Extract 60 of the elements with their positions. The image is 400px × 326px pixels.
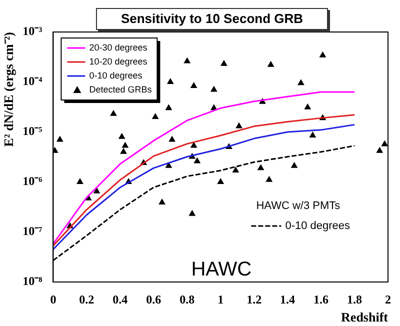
point <box>122 142 129 148</box>
point <box>217 178 224 184</box>
legend-label: 0-10 degrees <box>285 220 351 232</box>
point <box>184 57 191 64</box>
annotation: HAWC <box>191 258 252 281</box>
point <box>309 132 316 138</box>
chart-title: Sensitivity to 10 Second GRB <box>96 8 328 30</box>
x-tick-label: 1 <box>218 292 224 306</box>
point <box>266 176 273 182</box>
point <box>56 136 64 142</box>
x-tick-label: 0.4 <box>112 292 128 306</box>
y-tick-label: 10⁻⁴ <box>22 74 43 88</box>
point <box>190 142 198 148</box>
point <box>267 60 274 67</box>
point <box>290 162 298 168</box>
annotation: HAWC w/3 PMTs <box>256 200 341 212</box>
point <box>381 140 388 146</box>
point <box>257 164 264 170</box>
x-tick-label: 2 <box>385 292 391 306</box>
point <box>166 78 174 84</box>
legend-label: 10-20 degrees <box>89 56 148 66</box>
y-tick-label: 10⁻³ <box>22 24 43 38</box>
x-tick-label: 1.6 <box>314 292 329 306</box>
point <box>110 110 117 116</box>
point <box>152 112 159 119</box>
point <box>158 198 166 204</box>
x-tick-label: 0.2 <box>79 292 94 306</box>
point <box>120 148 127 154</box>
y-tick-label: 10⁻⁶ <box>22 174 43 188</box>
x-tick-label: 1.8 <box>347 292 362 306</box>
point <box>165 162 172 168</box>
y-tick-label: 10⁻⁵ <box>22 124 43 138</box>
point <box>93 187 100 194</box>
point <box>76 178 84 184</box>
point <box>118 132 126 139</box>
point <box>236 122 242 128</box>
point <box>210 86 218 92</box>
point <box>165 104 172 110</box>
point <box>304 103 312 110</box>
point <box>190 82 198 88</box>
x-axis-title: Redshift <box>341 310 389 325</box>
y-axis-title: E² dN/dE (ergs cm⁻²) <box>1 32 16 147</box>
point <box>168 136 176 142</box>
legend-label: 20-30 degrees <box>89 42 148 52</box>
point <box>319 51 326 58</box>
point <box>220 60 228 66</box>
point <box>376 146 384 153</box>
point <box>232 166 240 172</box>
x-tick-label: 1.4 <box>280 292 296 306</box>
point <box>194 157 201 164</box>
x-tick-label: 0 <box>50 292 56 306</box>
y-tick-label: 10⁻⁸ <box>22 274 43 288</box>
y-tick-label: 10⁻⁷ <box>22 224 43 238</box>
legend-label: 0-10 degrees <box>89 70 143 80</box>
x-tick-label: 0.6 <box>146 292 162 306</box>
point <box>297 79 304 86</box>
point <box>188 210 196 216</box>
legend-label: Detected GRBs <box>89 84 152 94</box>
x-tick-label: 1.2 <box>246 292 262 306</box>
x-tick-label: 0.8 <box>180 292 195 306</box>
